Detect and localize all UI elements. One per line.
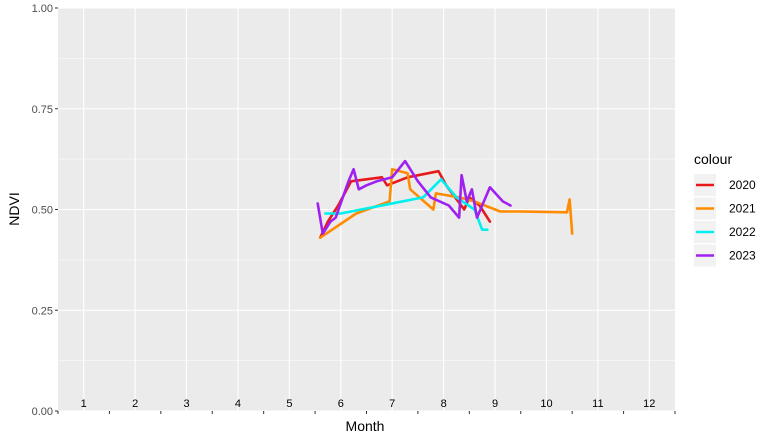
x-tick-label: 11 [592, 398, 603, 410]
x-axis-title: Month [346, 418, 385, 434]
series-line-2021 [318, 167, 574, 239]
axis-layer: 0.000.250.500.751.001 2 3 4 5 6 7 8 9 10 11 12 [32, 3, 676, 418]
series-line-2022 [324, 178, 489, 231]
x-tick-label: 2 [132, 398, 138, 410]
series-layer [316, 159, 574, 239]
x-tick-label: 9 [492, 398, 498, 410]
y-tick-label: 0.00 [32, 406, 53, 418]
y-tick-label: 0.25 [32, 305, 53, 317]
x-tick-label: 7 [389, 398, 395, 410]
legend: colour 2020 2021 2022 2023 [694, 151, 756, 267]
x-tick-label: 12 [643, 398, 655, 410]
legend-label-2023: 2023 [729, 249, 756, 263]
x-tick-label: 4 [235, 398, 241, 410]
legend-title: colour [694, 151, 732, 167]
legend-label-2021: 2021 [729, 202, 756, 216]
x-tick-label: 10 [540, 398, 552, 410]
series-line-2023 [316, 159, 512, 235]
legend-label-2020: 2020 [729, 178, 756, 192]
y-axis-title: NDVI [6, 192, 22, 225]
y-tick-label: 1.00 [32, 3, 53, 15]
x-tick-label: 5 [286, 398, 292, 410]
grid-layer [58, 7, 675, 412]
x-tick-label: 3 [183, 398, 189, 410]
legend-label-2022: 2022 [729, 225, 756, 239]
x-tick-label: 8 [441, 398, 447, 410]
x-tick-label: 6 [338, 398, 344, 410]
y-tick-label: 0.75 [32, 104, 53, 116]
y-tick-label: 0.50 [32, 205, 53, 217]
x-tick-label: 1 [81, 398, 87, 410]
